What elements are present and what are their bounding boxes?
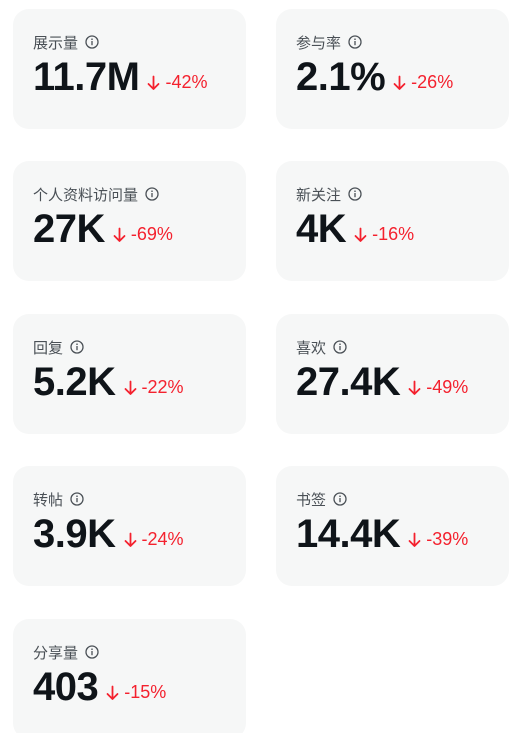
arrow-down-icon xyxy=(393,75,406,91)
info-icon[interactable] xyxy=(85,645,99,659)
info-icon[interactable] xyxy=(145,187,159,201)
metric-value: 5.2K xyxy=(33,360,116,404)
metric-change: -16% xyxy=(354,224,414,245)
metric-card-impressions: 展示量 11.7M -42% xyxy=(13,9,246,129)
info-icon[interactable] xyxy=(333,340,347,354)
metric-label: 展示量 xyxy=(33,34,79,52)
arrow-down-icon xyxy=(147,75,160,91)
metric-change: -15% xyxy=(106,682,166,703)
metric-change: -49% xyxy=(408,377,468,398)
metric-card-shares: 分享量 403 -15% xyxy=(13,619,246,733)
arrow-down-icon xyxy=(113,227,126,243)
info-icon[interactable] xyxy=(70,492,84,506)
metric-change: -42% xyxy=(147,71,208,93)
info-icon[interactable] xyxy=(85,35,99,49)
info-icon[interactable] xyxy=(348,187,362,201)
metric-value: 3.9K xyxy=(33,512,116,556)
metric-card-replies: 回复 5.2K -22% xyxy=(13,314,246,434)
info-icon[interactable] xyxy=(333,492,347,506)
arrow-down-icon xyxy=(408,380,421,396)
metric-label: 喜欢 xyxy=(296,339,327,357)
metric-change-value: -49% xyxy=(426,376,469,397)
metric-change: -22% xyxy=(124,377,184,398)
metric-value: 11.7M xyxy=(33,55,140,99)
metric-change: -69% xyxy=(113,224,173,245)
metric-card-profile-visits: 个人资料访问量 27K -69% xyxy=(13,161,246,281)
metric-change-value: -24% xyxy=(141,528,184,549)
metric-change-value: -15% xyxy=(124,681,167,702)
metric-value: 403 xyxy=(33,665,99,709)
metric-card-reposts: 转帖 3.9K -24% xyxy=(13,466,246,586)
metric-change-value: -42% xyxy=(165,71,208,92)
info-icon[interactable] xyxy=(348,35,362,49)
metric-value: 14.4K xyxy=(296,512,401,556)
metric-change-value: -69% xyxy=(130,223,173,244)
metric-value: 27.4K xyxy=(296,360,401,404)
metric-card-bookmarks: 书签 14.4K -39% xyxy=(276,466,509,586)
arrow-down-icon xyxy=(354,227,367,243)
metric-change-value: -16% xyxy=(372,223,415,244)
metric-label: 个人资料访问量 xyxy=(33,186,139,204)
metric-card-likes: 喜欢 27.4K -49% xyxy=(276,314,509,434)
metric-value: 27K xyxy=(33,207,105,251)
metric-change-value: -22% xyxy=(141,376,184,397)
metric-label: 书签 xyxy=(296,491,327,509)
arrow-down-icon xyxy=(124,532,137,548)
info-icon[interactable] xyxy=(70,340,84,354)
metric-label: 转帖 xyxy=(33,491,64,509)
metric-label: 新关注 xyxy=(296,186,342,204)
metric-change: -39% xyxy=(408,529,468,550)
metric-label: 分享量 xyxy=(33,644,79,662)
metric-change-value: -26% xyxy=(411,71,454,92)
metric-value: 2.1% xyxy=(296,55,386,99)
metric-card-new-followers: 新关注 4K -16% xyxy=(276,161,509,281)
metric-change-value: -39% xyxy=(426,528,469,549)
metric-card-engagement-rate: 参与率 2.1% -26% xyxy=(276,9,509,129)
arrow-down-icon xyxy=(124,380,137,396)
metric-value: 4K xyxy=(296,207,347,251)
metric-change: -24% xyxy=(124,529,184,550)
metric-label: 回复 xyxy=(33,339,64,357)
metric-change: -26% xyxy=(393,72,453,93)
arrow-down-icon xyxy=(408,532,421,548)
metric-label: 参与率 xyxy=(296,34,342,52)
arrow-down-icon xyxy=(106,685,119,701)
